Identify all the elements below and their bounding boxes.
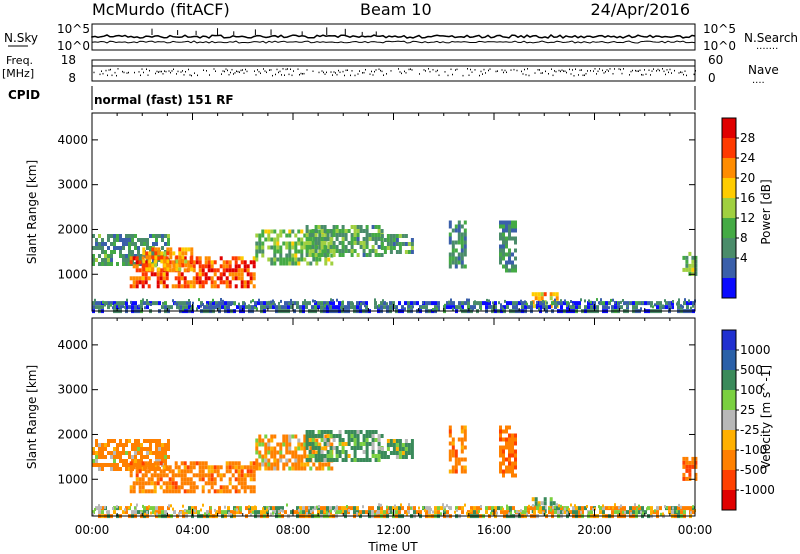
heatmap-patch: [380, 234, 414, 254]
colorbar-swatch: [722, 258, 736, 279]
colorbar-swatch: [722, 198, 736, 219]
power-heatmap: [92, 220, 698, 314]
freq-label: Freq.: [6, 54, 33, 67]
colorbar-swatch: [722, 490, 736, 511]
colorbar-swatch: [722, 238, 736, 259]
colorbar-tick-label: 24: [740, 151, 755, 165]
colorbar-tick-label: 4: [740, 251, 748, 265]
colorbar-tick-label: 8: [740, 231, 748, 245]
x-tick-label: 12:00: [376, 523, 411, 537]
freq-unit: [MHz]: [2, 67, 34, 80]
freq-tick-bottom: 8: [68, 71, 76, 85]
y-tick-label: 2000: [57, 222, 88, 236]
heatmap-patch: [682, 456, 698, 481]
y-tick-label: 4000: [57, 338, 88, 352]
x-tick-label: 00:00: [678, 523, 713, 537]
velocity-ylabel: Slant Range [km]: [25, 365, 39, 469]
colorbar-tick-label: 28: [740, 131, 755, 145]
freq-tick-top: 18: [61, 53, 76, 67]
station-title: McMurdo (fitACF): [92, 0, 230, 19]
heatmap-patch: [92, 234, 170, 266]
y-tick-label: 1000: [57, 267, 88, 281]
heatmap-patch: [380, 439, 414, 459]
y-tick-label: 2000: [57, 427, 88, 441]
nave-tick-bottom: 0: [708, 71, 716, 85]
near-range-scatter: [94, 298, 696, 311]
x-tick-label: 08:00: [276, 523, 311, 537]
power-ylabel: Slant Range [km]: [25, 160, 39, 264]
velocity-colorbar: 1000 500 100 25 -25 -100 -500 -1000: [721, 329, 775, 511]
colorbar-swatch: [722, 450, 736, 471]
colorbar-tick-label: 20: [740, 171, 755, 185]
colorbar-swatch: [722, 218, 736, 239]
y-tick-label: 3000: [57, 383, 88, 397]
x-tick-label: 16:00: [477, 523, 512, 537]
heatmap-patch: [499, 220, 517, 273]
x-tick-label: 20:00: [577, 523, 612, 537]
colorbar-swatch: [722, 370, 736, 391]
colorbar-tick-label: 500: [740, 363, 763, 377]
colorbar-swatch: [722, 390, 736, 411]
heatmap-patch: [305, 225, 384, 257]
nave-label: Nave: [748, 63, 779, 77]
heatmap-patch: [305, 430, 384, 462]
y-tick-label: 4000: [57, 133, 88, 147]
nsearch-tick-top: 10^5: [703, 22, 736, 36]
colorbar-swatch: [722, 178, 736, 199]
heatmap-patch: [531, 292, 559, 309]
x-axis-label: Time UT: [367, 540, 418, 554]
colorbar-swatch: [722, 430, 736, 451]
colorbar-swatch: [722, 278, 736, 299]
heatmap-patch: [448, 220, 467, 269]
nsky-label: N.Sky: [4, 31, 38, 45]
near-range-scatter: [92, 503, 696, 516]
colorbar-tick-label: 1000: [740, 343, 771, 357]
heatmap-patch: [499, 425, 517, 478]
nave-tick-top: 60: [708, 53, 723, 67]
colorbar-tick-label: 12: [740, 211, 755, 225]
colorbar-tick-label: 100: [740, 383, 763, 397]
svg-text:·······: ·······: [756, 44, 778, 55]
colorbar-swatch: [722, 470, 736, 491]
colorbar-tick-label: 16: [740, 191, 755, 205]
y-tick-label: 1000: [57, 472, 88, 486]
colorbar-tick-label: 25: [740, 403, 755, 417]
heatmap-patch: [142, 247, 194, 272]
colorbar-swatch: [722, 330, 736, 351]
cpid-text: normal (fast) 151 RF: [94, 93, 234, 107]
colorbar-swatch: [722, 158, 736, 179]
nsearch-tick-bottom: 10^0: [703, 39, 736, 53]
colorbar-tick-label: -1000: [740, 483, 775, 497]
colorbar-tick-label: -500: [740, 463, 767, 477]
heatmap-patch: [129, 461, 256, 494]
colorbar-swatch: [722, 118, 736, 139]
beam-title: Beam 10: [360, 0, 432, 19]
x-tick-label: 04:00: [175, 523, 210, 537]
heatmap-patch: [448, 425, 467, 474]
cpid-label: CPID: [8, 88, 40, 102]
power-panel: [91, 112, 696, 312]
nsky-tick-top: 10^5: [57, 22, 90, 36]
x-tick-label: 00:00: [75, 523, 110, 537]
colorbar-tick-label: -25: [740, 423, 760, 437]
colorbar-tick-label: -100: [740, 443, 767, 457]
colorbar-swatch: [722, 350, 736, 371]
power-cbar-label: Power [dB]: [759, 179, 773, 244]
svg-text:····: ····: [752, 78, 765, 89]
velocity-cbar-label: Velocity [m s^-1]: [759, 365, 773, 469]
nsearch-label: N.Search: [744, 31, 798, 45]
power-colorbar: 28 24 20 16 12 8 4: [721, 117, 755, 299]
nsky-tick-bottom: 10^0: [57, 39, 90, 53]
colorbar-swatch: [722, 138, 736, 159]
date-title: 24/Apr/2016: [590, 0, 690, 19]
colorbar-swatch: [722, 410, 736, 431]
velocity-heatmap: [92, 425, 698, 519]
y-tick-label: 3000: [57, 178, 88, 192]
nsky-trace: [91, 27, 696, 44]
freq-trace: [92, 65, 696, 77]
